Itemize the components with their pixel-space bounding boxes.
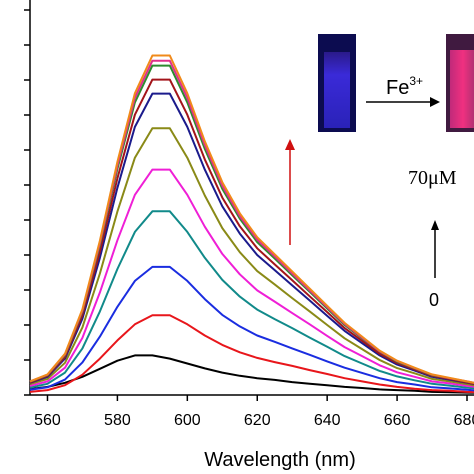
arrow-head <box>430 97 440 107</box>
x-axis-label: Wavelength (nm) <box>204 449 356 471</box>
cuvette-before-liquid <box>324 52 350 128</box>
ion-charge: 3+ <box>409 74 423 88</box>
x-tick-label: 640 <box>314 412 341 429</box>
spectrum-line <box>29 354 474 394</box>
x-tick-label: 620 <box>244 412 271 429</box>
spectrum-line <box>29 168 474 388</box>
spectrum-line <box>29 92 474 386</box>
spectrum-line <box>29 127 474 387</box>
black-arrow-head <box>431 220 439 230</box>
red-arrow-head <box>285 139 295 150</box>
cuvette-after-liquid <box>450 50 474 128</box>
ion: Fe <box>386 77 409 99</box>
x-tick-label: 560 <box>34 412 61 429</box>
x-tick-label: 600 <box>174 412 201 429</box>
x-tick-label: 580 <box>104 412 131 429</box>
spectrum-line <box>29 64 474 384</box>
spectrum-line <box>29 59 474 384</box>
spectrum-line <box>29 210 474 390</box>
top-conc: 70μM <box>408 167 457 189</box>
x-tick-label: 680 <box>454 412 474 429</box>
bottom-conc: 0 <box>429 290 439 310</box>
spectrum-line <box>29 78 474 385</box>
spectrum-line <box>29 314 474 394</box>
spectrum-line <box>29 265 474 392</box>
x-tick-label: 660 <box>384 412 411 429</box>
spectrum-line <box>29 54 474 384</box>
fe-label: Fe3+ <box>386 74 423 99</box>
